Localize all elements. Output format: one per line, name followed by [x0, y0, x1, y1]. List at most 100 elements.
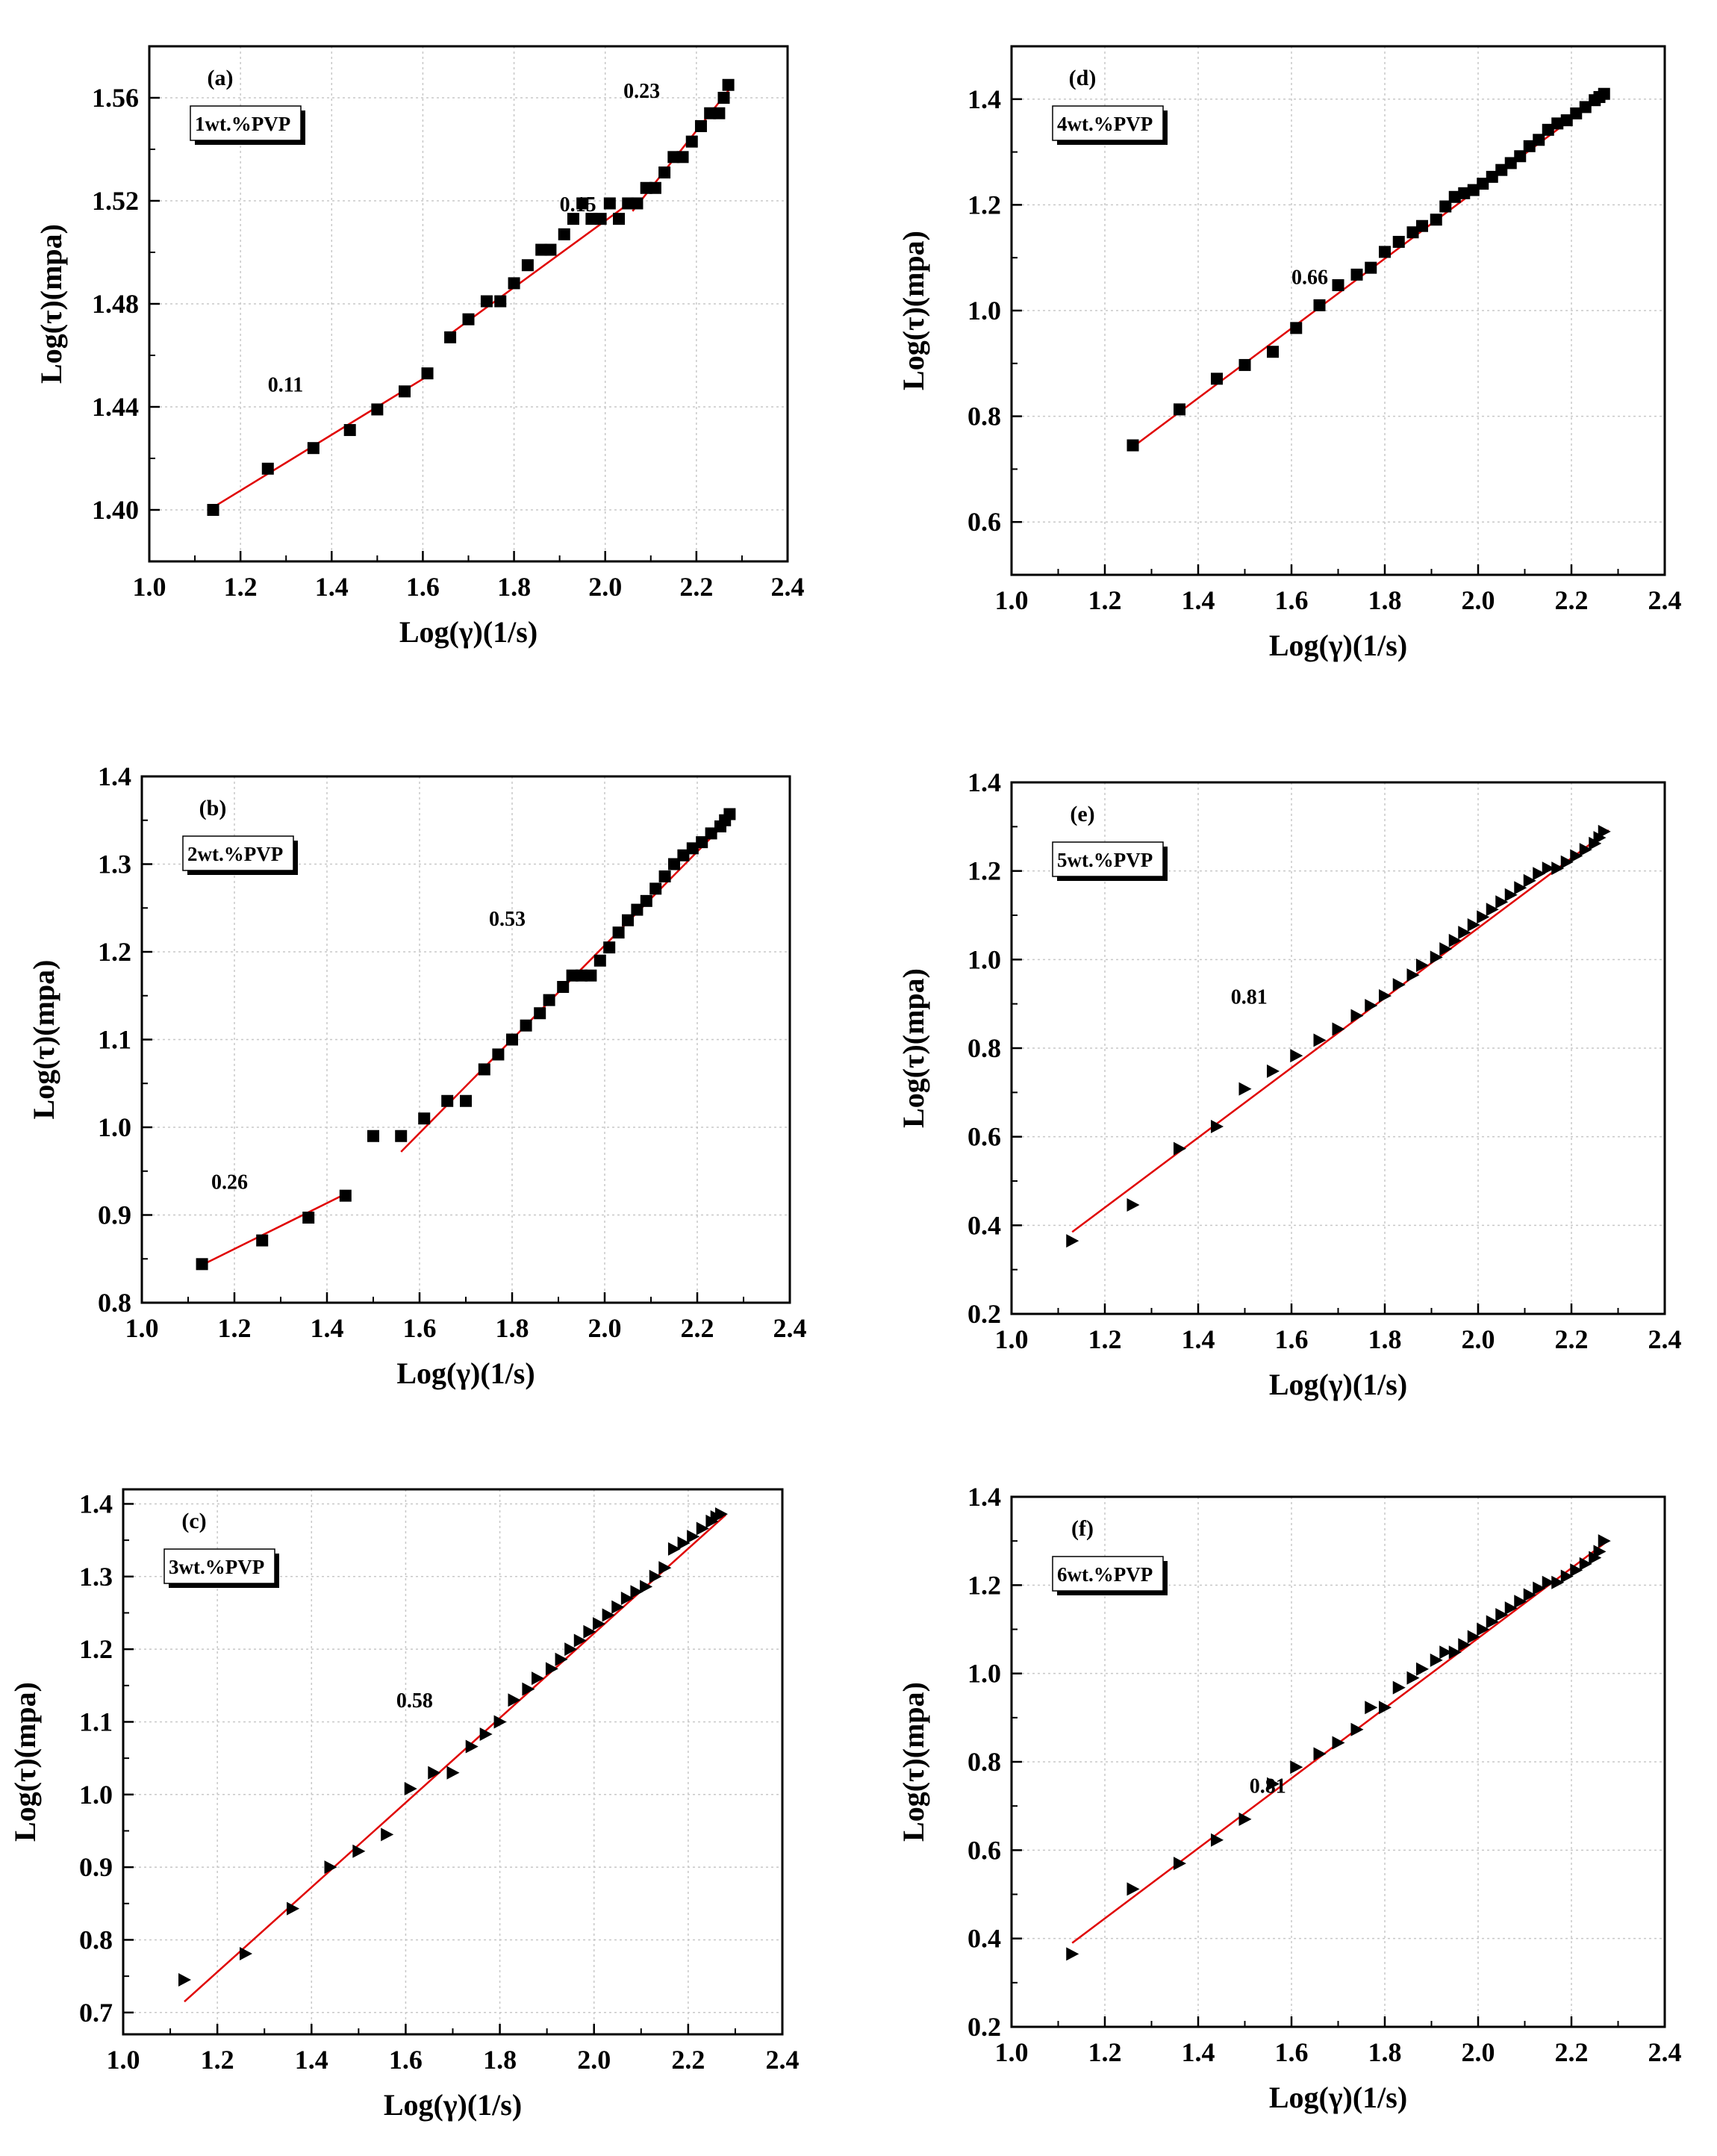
chart-f-ytick-label: 0.4 [967, 1924, 1001, 1954]
chart-d-data-point [1332, 279, 1344, 292]
chart-e-data-point [1448, 933, 1462, 947]
chart-b-data-point [418, 1112, 431, 1125]
chart-f-ytick-label: 1.2 [967, 1570, 1001, 1600]
chart-a-legend-box [190, 105, 302, 141]
chart-b-yaxis-title: Log(τ)(mpa) [27, 960, 60, 1120]
chart-a-xtick-label: 1.6 [406, 572, 440, 602]
chart-f-data-point [1458, 1638, 1471, 1652]
chart-d-data-point [1467, 184, 1480, 196]
chart-d-legend-text: 4wt.%PVP [1057, 113, 1153, 135]
chart-e-xtick-label: 1.6 [1275, 1324, 1309, 1354]
chart-e-data-point [1127, 1198, 1140, 1212]
chart-e-ytick-label: 0.6 [967, 1122, 1001, 1152]
chart-c-data-point [640, 1580, 653, 1594]
chart-c-data-point [611, 1600, 625, 1614]
chart-a-slope-label: 0.23 [623, 80, 660, 103]
chart-a-data-point [667, 151, 680, 163]
chart-d-data-point [1504, 157, 1517, 169]
chart-f-xtick-label: 1.0 [995, 2037, 1029, 2067]
chart-f-data-point [1533, 1581, 1546, 1595]
chart-b-data-point [593, 954, 606, 967]
chart-a-ytick-label: 1.52 [92, 186, 139, 216]
chart-a-data-point [694, 119, 707, 132]
chart-c-data-point [465, 1739, 479, 1754]
chart-f-data-point [1127, 1882, 1140, 1896]
chart-b-legend-box [182, 835, 294, 871]
chart-c-ytick-label: 0.7 [79, 1998, 113, 2028]
chart-c-data-point [658, 1561, 672, 1575]
chart-a-data-point [585, 213, 598, 225]
chart-a-data-point [631, 197, 644, 210]
chart-c-legend-text: 3wt.%PVP [169, 1556, 264, 1578]
chart-d-data-point [1570, 107, 1583, 119]
chart-a-data-point [480, 295, 493, 308]
chart-e-data-point [1593, 831, 1607, 845]
chart-e-xtick-label: 2.0 [1462, 1324, 1495, 1354]
chart-e-data-point [1174, 1141, 1186, 1156]
chart-f-legend-box [1052, 1556, 1164, 1592]
chart-b-data-point [492, 1048, 505, 1061]
chart-e-data-point [1439, 942, 1453, 956]
chart-b-fit-line [202, 1193, 346, 1266]
chart-c-data-point [649, 1569, 662, 1583]
chart-c-xtick-label: 2.4 [766, 2045, 800, 2075]
chart-d-data-point [1416, 219, 1428, 232]
chart-e-ytick-label: 1.2 [967, 856, 1001, 886]
chart-d-data-point [1523, 140, 1536, 152]
chart-a-legend-text: 1wt.%PVP [195, 113, 290, 135]
chart-e-data-point [1570, 849, 1583, 863]
chart-d-xtick-label: 1.6 [1275, 585, 1309, 615]
chart-b-data-point [649, 882, 662, 895]
chart-f-data-point [1211, 1833, 1224, 1847]
chart-e-data-point [1238, 1082, 1252, 1096]
chart-e-data-point [1477, 910, 1490, 924]
chart-a-data-point [462, 313, 475, 325]
chart-d-data-point [1350, 268, 1363, 281]
chart-b-ytick-label: 1.0 [98, 1112, 131, 1142]
chart-b-xaxis-title: Log(γ)(1/s) [396, 1356, 535, 1390]
chart-d-xtick-label: 2.2 [1555, 585, 1589, 615]
chart-a-xtick-label: 1.4 [315, 572, 349, 602]
chart-b-data-point [543, 994, 555, 1006]
chart-e-ytick-label: 0.4 [967, 1210, 1001, 1240]
chart-e-ytick-label: 1.4 [967, 767, 1001, 797]
chart-f-panel-label: (f) [1071, 1516, 1094, 1541]
chart-d-data-point [1379, 246, 1391, 258]
chart-f-data-point [1350, 1722, 1364, 1736]
chart-f-data-point [1332, 1736, 1345, 1750]
chart-f-data-point [1439, 1645, 1453, 1660]
chart-b-data-point [705, 827, 717, 840]
chart-d-ytick-label: 1.2 [967, 190, 1001, 219]
chart-c-xtick-label: 2.2 [671, 2045, 705, 2075]
chart-a-xtick-label: 1.2 [224, 572, 258, 602]
chart-d-xtick-label: 1.0 [995, 585, 1029, 615]
chart-f-data-point [1365, 1701, 1378, 1715]
chart-e-data-point [1211, 1120, 1224, 1134]
chart-f-data-point [1579, 1557, 1592, 1571]
chart-c-data-point [522, 1682, 535, 1696]
chart-a-ytick-label: 1.56 [92, 83, 139, 113]
chart-f-data-point [1514, 1595, 1527, 1609]
chart-a-data-point [261, 462, 274, 475]
chart-a-ytick-label: 1.48 [92, 289, 139, 319]
chart-c-data-point [715, 1507, 729, 1521]
chart-a-slope-label: 0.11 [268, 373, 303, 396]
chart-b-ytick-label: 0.9 [98, 1200, 131, 1230]
chart-e-data-point [1332, 1022, 1345, 1036]
chart-c-ytick-label: 1.4 [79, 1489, 113, 1518]
chart-d-ytick-label: 0.6 [967, 507, 1001, 537]
chart-c-data-point [583, 1624, 596, 1639]
chart-b-ytick-label: 0.8 [98, 1288, 131, 1318]
chart-e-data-point [1365, 999, 1378, 1013]
chart-b-slope-label: 0.53 [489, 908, 526, 931]
chart-b-data-point [534, 1007, 546, 1020]
chart-e-data-point [1290, 1049, 1303, 1063]
chart-e-data-point [1379, 988, 1392, 1003]
chart-c-data-point [324, 1860, 337, 1875]
chart-a-data-point [544, 243, 557, 256]
chart-d-yaxis-title: Log(τ)(mpa) [897, 231, 930, 390]
chart-e-xtick-label: 2.4 [1648, 1324, 1682, 1354]
chart-e-data-point [1486, 903, 1499, 917]
chart-e-data-point [1350, 1009, 1364, 1023]
